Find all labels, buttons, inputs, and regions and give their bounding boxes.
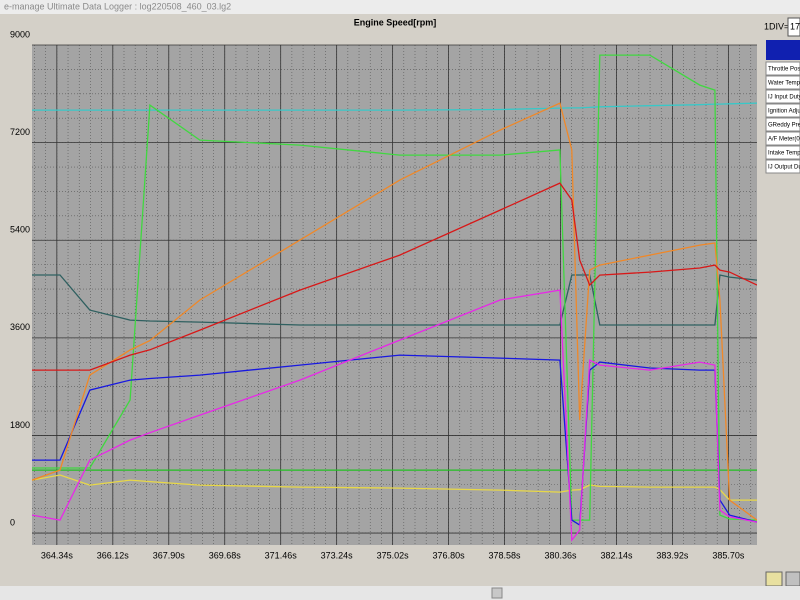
channel-name: A/F Meter(0-5 bbox=[768, 137, 800, 143]
major-grid bbox=[32, 44, 757, 545]
channel-name: Throttle Positi bbox=[768, 67, 800, 73]
chart-title: Engine Speed[rpm] bbox=[354, 17, 437, 27]
x-tick-label: 376.80s bbox=[433, 550, 466, 560]
x-tick-label: 385.70s bbox=[712, 550, 745, 560]
x-tick-label: 383.92s bbox=[656, 550, 689, 560]
selected-channel[interactable] bbox=[766, 40, 800, 60]
series-line bbox=[32, 474, 757, 501]
div-input[interactable] bbox=[787, 17, 800, 37]
x-tick-label: 382.14s bbox=[600, 550, 633, 560]
x-tick-label: 375.02s bbox=[377, 550, 410, 560]
scrollbar[interactable] bbox=[0, 586, 800, 600]
channel-row[interactable] bbox=[765, 103, 800, 118]
y-tick-label: 5400 bbox=[10, 225, 30, 235]
x-tick-label: 373.24s bbox=[321, 550, 354, 560]
x-tick-label: 371.46s bbox=[265, 550, 298, 560]
open-button[interactable] bbox=[765, 571, 783, 587]
channel-list: Throttle Positi Water Temp ° IJ Input Duty… bbox=[765, 61, 800, 174]
x-tick-label: 380.36s bbox=[544, 550, 577, 560]
channel-name: IJ Output Du bbox=[768, 165, 800, 171]
channel-row[interactable] bbox=[765, 159, 800, 174]
x-tick-label: 369.68s bbox=[209, 550, 242, 560]
title-bar bbox=[0, 0, 800, 14]
series-line bbox=[32, 102, 757, 111]
window-title: e-manage Ultimate Data Logger : log22050… bbox=[4, 1, 231, 11]
channel-row[interactable] bbox=[765, 131, 800, 146]
channel-row[interactable] bbox=[765, 117, 800, 132]
series-line bbox=[32, 102, 757, 521]
channel-row[interactable] bbox=[765, 145, 800, 160]
channel-row[interactable] bbox=[765, 75, 800, 90]
channel-name: GReddy Press bbox=[768, 123, 800, 129]
y-tick-label: 7200 bbox=[10, 127, 30, 137]
y-tick-label: 0 bbox=[10, 517, 15, 527]
scroll-thumb[interactable] bbox=[491, 587, 503, 599]
channel-row[interactable] bbox=[765, 61, 800, 76]
x-tick-label: 367.90s bbox=[153, 550, 186, 560]
y-tick-label: 3600 bbox=[10, 322, 30, 332]
series-line bbox=[32, 289, 757, 542]
div-label: 1DIV= bbox=[764, 21, 789, 31]
y-tick-label: 9000 bbox=[10, 29, 30, 39]
x-tick-label: 378.58s bbox=[489, 550, 522, 560]
series-line bbox=[32, 182, 757, 371]
save-button[interactable] bbox=[785, 571, 800, 587]
channel-name: IJ Input Duty bbox=[768, 95, 800, 101]
series-line bbox=[32, 354, 757, 527]
plot-area bbox=[32, 45, 757, 545]
series-line bbox=[32, 54, 757, 521]
channel-name: Ignition Adjus bbox=[768, 109, 800, 115]
channel-name: Water Temp ° bbox=[768, 81, 800, 87]
x-tick-label: 364.34s bbox=[41, 550, 74, 560]
x-tick-label: 366.12s bbox=[97, 550, 130, 560]
y-tick-label: 1800 bbox=[10, 420, 30, 430]
channel-row[interactable] bbox=[765, 89, 800, 104]
div-value: 17 bbox=[790, 21, 800, 31]
series-line bbox=[32, 274, 757, 326]
axis-labels: 0 1800 3600 5400 7200 9000 364.34s 366.12s 367.9… bbox=[10, 29, 745, 560]
channel-name: Intake Temp bbox=[768, 151, 800, 157]
series-lines bbox=[32, 54, 757, 542]
